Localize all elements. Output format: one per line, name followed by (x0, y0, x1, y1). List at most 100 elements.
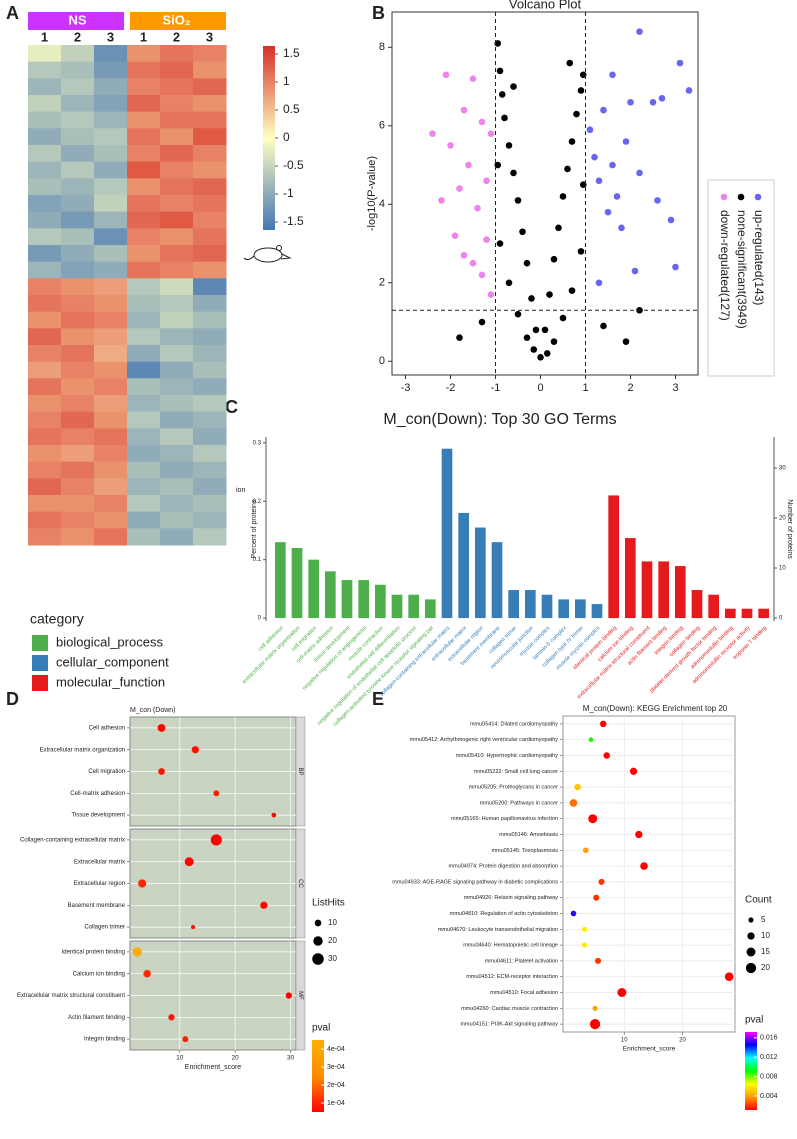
point (143, 969, 151, 978)
colorbar-label: 3e-04 (327, 1064, 345, 1071)
heatmap-cell (193, 461, 227, 479)
colorbar-label: 0.012 (760, 1054, 778, 1061)
legend-swatch (32, 635, 48, 651)
bar (591, 604, 603, 619)
heatmap-cell (94, 461, 128, 479)
bar (291, 547, 303, 619)
legend-label: up-regulated(143) (752, 210, 766, 305)
point (213, 790, 220, 797)
heatmap-cell (193, 478, 227, 496)
point (574, 783, 581, 791)
point (618, 224, 625, 232)
bar (658, 561, 669, 619)
bar (675, 566, 686, 619)
heatmap-cell (94, 378, 128, 396)
point (570, 910, 577, 917)
point (559, 314, 567, 322)
point (636, 169, 643, 177)
heatmap-cell (160, 178, 194, 196)
bar (708, 594, 719, 619)
chart-title: M_con(Down): Top 30 GO Terms (383, 411, 616, 428)
point (487, 130, 495, 137)
heatmap-cell (193, 228, 227, 246)
point (577, 87, 585, 94)
heatmap-cell (28, 261, 62, 279)
heatmap-cell (28, 145, 62, 163)
heatmap-cell (94, 511, 128, 529)
y-tick-label: mmu05414: Dilated cardiomyopathy (470, 721, 558, 727)
y-tick-label: Cell adhesion (89, 725, 125, 731)
y-tick-label: mmu04933: AGE-RAGE signaling pathway in … (392, 879, 558, 885)
heatmap-cell (160, 128, 194, 146)
color-legend-title: pval (745, 1015, 763, 1026)
heatmap-cell (61, 278, 95, 296)
heatmap-cell (193, 145, 227, 163)
x-tick-label: 10 (176, 1055, 184, 1062)
heatmap-cell (28, 161, 62, 179)
point (599, 720, 607, 728)
group-label: NS (68, 12, 86, 27)
point (579, 71, 587, 79)
legend-swatch (32, 675, 48, 691)
y-tick-label: Extracellular matrix (74, 859, 125, 865)
heatmap-cell (160, 111, 194, 129)
heatmap-cell (28, 245, 62, 263)
point (285, 992, 292, 999)
heatmap-cell (61, 395, 95, 413)
heatmap-cell (193, 528, 227, 546)
column-label: 2 (74, 29, 81, 44)
heatmap-cell (28, 178, 62, 196)
panel-label: E (372, 689, 384, 709)
point (184, 857, 194, 867)
legend-label: biological_process (56, 634, 163, 649)
heatmap-cell (193, 111, 227, 129)
size-legend-label: 10 (328, 918, 337, 927)
heatmap-cell (28, 295, 62, 313)
heatmap-cell (28, 528, 62, 546)
heatmap-cell (160, 361, 194, 379)
heatmap-cell (160, 478, 194, 496)
bar (425, 599, 436, 619)
bar (375, 584, 386, 619)
point (609, 161, 616, 169)
heatmap-cell (61, 195, 95, 213)
point (573, 110, 580, 118)
facet-label: MF (297, 991, 303, 1000)
heatmap-cell (94, 178, 128, 196)
heatmap-cell (61, 328, 95, 346)
y-tick-label: mmu05410: Hypertrophic cardiomyopathy (456, 753, 558, 759)
bar (741, 608, 753, 619)
point (649, 98, 657, 106)
heatmap-cell (94, 228, 128, 246)
heatmap-cell (160, 295, 194, 313)
column-label: 2 (173, 29, 180, 44)
heatmap-cell (94, 395, 128, 413)
point (724, 972, 734, 982)
heatmap-cell (127, 45, 161, 63)
heatmap-cell (28, 45, 62, 63)
point (510, 169, 517, 177)
y2-axis-label: Number of proteins (786, 499, 793, 559)
y-tick-label: mmu05146: Amoebiasis (499, 832, 558, 838)
heatmap-cell (61, 445, 95, 463)
x-axis-label: Enrichment_score (185, 1064, 242, 1071)
size-legend-label: 5 (761, 915, 766, 924)
point (672, 263, 679, 271)
heatmap-cell (94, 145, 128, 163)
heatmap-cell (61, 211, 95, 229)
heatmap-cell (127, 528, 161, 546)
panel-label: B (372, 3, 385, 23)
heatmap-cell (28, 378, 62, 396)
point (532, 326, 540, 334)
y-tick-label: 0.1 (253, 557, 262, 563)
heatmap-cell (28, 111, 62, 129)
point (595, 279, 603, 287)
point (132, 947, 142, 957)
colorbar-label: 2e-04 (327, 1082, 345, 1089)
size-legend-mark (746, 947, 756, 957)
heatmap-cell (127, 61, 161, 79)
y2-tick-label: 30 (779, 466, 786, 472)
y-tick-label: mmu04640: Hematopoietic cell lineage (463, 943, 558, 949)
heatmap-cell (193, 78, 227, 96)
bar (475, 527, 486, 619)
